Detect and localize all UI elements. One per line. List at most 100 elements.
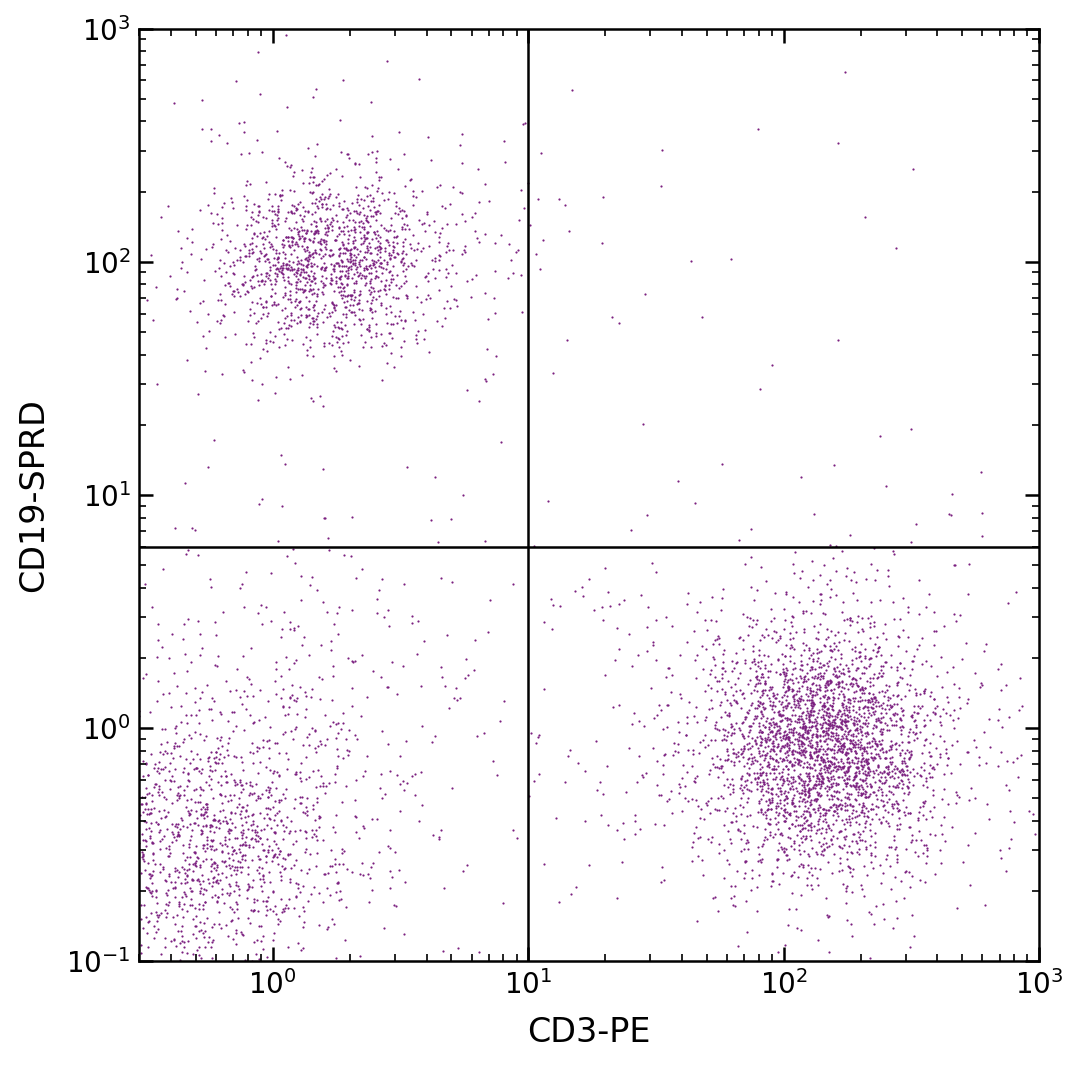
Point bbox=[808, 685, 825, 702]
Point bbox=[880, 759, 897, 776]
Point bbox=[212, 731, 229, 748]
Point bbox=[171, 788, 188, 805]
Point bbox=[205, 789, 222, 806]
Point bbox=[710, 635, 727, 652]
Point bbox=[399, 289, 416, 306]
Point bbox=[809, 870, 826, 887]
Point bbox=[210, 755, 227, 772]
Point bbox=[312, 260, 329, 277]
Point bbox=[248, 861, 266, 878]
Point bbox=[840, 701, 858, 718]
Point bbox=[737, 865, 754, 882]
Point bbox=[144, 862, 161, 879]
Point bbox=[741, 660, 758, 677]
Point bbox=[266, 271, 283, 288]
Point bbox=[752, 674, 769, 691]
Point bbox=[414, 182, 431, 199]
Point bbox=[336, 226, 353, 243]
Point bbox=[536, 856, 553, 873]
Point bbox=[190, 701, 207, 718]
Point bbox=[179, 765, 197, 782]
Point bbox=[312, 778, 329, 795]
Point bbox=[341, 296, 359, 313]
Point bbox=[339, 742, 356, 759]
Point bbox=[834, 758, 851, 775]
Point bbox=[734, 727, 752, 744]
Point bbox=[850, 753, 867, 770]
Point bbox=[235, 599, 253, 616]
Point bbox=[821, 753, 838, 770]
Point bbox=[727, 655, 744, 672]
Point bbox=[378, 272, 395, 289]
Point bbox=[609, 821, 626, 838]
Point bbox=[890, 687, 907, 704]
Point bbox=[247, 823, 265, 840]
Point bbox=[388, 194, 405, 211]
Point bbox=[259, 692, 276, 709]
Point bbox=[889, 777, 906, 794]
Point bbox=[1002, 830, 1020, 847]
Point bbox=[875, 744, 892, 761]
Point bbox=[801, 679, 819, 696]
Point bbox=[266, 762, 283, 779]
Point bbox=[200, 776, 217, 793]
Point bbox=[347, 221, 364, 238]
Point bbox=[816, 754, 834, 771]
Point bbox=[253, 272, 270, 289]
Point bbox=[335, 305, 352, 322]
Point bbox=[849, 731, 866, 748]
Point bbox=[435, 879, 453, 897]
Point bbox=[778, 636, 795, 653]
Point bbox=[827, 811, 845, 828]
Point bbox=[800, 768, 818, 785]
Point bbox=[809, 787, 826, 804]
Point bbox=[200, 322, 217, 339]
Point bbox=[837, 827, 854, 844]
Point bbox=[822, 798, 839, 815]
Point bbox=[366, 303, 383, 320]
Point bbox=[862, 815, 879, 833]
Point bbox=[341, 286, 359, 303]
Point bbox=[691, 733, 708, 750]
Point bbox=[194, 840, 212, 857]
Point bbox=[859, 766, 876, 784]
Point bbox=[752, 734, 769, 752]
Point bbox=[878, 677, 895, 694]
Point bbox=[862, 837, 879, 854]
Point bbox=[777, 683, 794, 700]
Point bbox=[732, 740, 750, 757]
Point bbox=[422, 151, 440, 168]
Point bbox=[784, 682, 801, 699]
Point bbox=[151, 743, 168, 760]
Point bbox=[836, 63, 853, 80]
Point bbox=[858, 754, 875, 771]
Point bbox=[842, 833, 860, 850]
Point bbox=[802, 738, 820, 755]
Point bbox=[833, 708, 850, 725]
Point bbox=[805, 702, 822, 720]
Point bbox=[753, 731, 770, 748]
Point bbox=[219, 927, 237, 944]
Point bbox=[143, 814, 160, 831]
Point bbox=[784, 794, 801, 811]
Point bbox=[392, 277, 409, 294]
Point bbox=[192, 780, 210, 797]
Point bbox=[369, 241, 387, 258]
Point bbox=[367, 268, 384, 285]
Point bbox=[312, 242, 329, 259]
Point bbox=[820, 802, 837, 819]
Point bbox=[836, 701, 853, 718]
Point bbox=[151, 803, 168, 820]
Point bbox=[883, 805, 901, 822]
Point bbox=[338, 309, 355, 326]
Point bbox=[350, 213, 367, 230]
Point bbox=[916, 731, 933, 748]
Point bbox=[322, 265, 339, 282]
Point bbox=[193, 92, 211, 109]
Point bbox=[423, 733, 441, 750]
Point bbox=[873, 764, 890, 781]
Point bbox=[745, 592, 762, 609]
Point bbox=[765, 758, 782, 775]
Point bbox=[243, 277, 260, 294]
Point bbox=[206, 811, 224, 828]
